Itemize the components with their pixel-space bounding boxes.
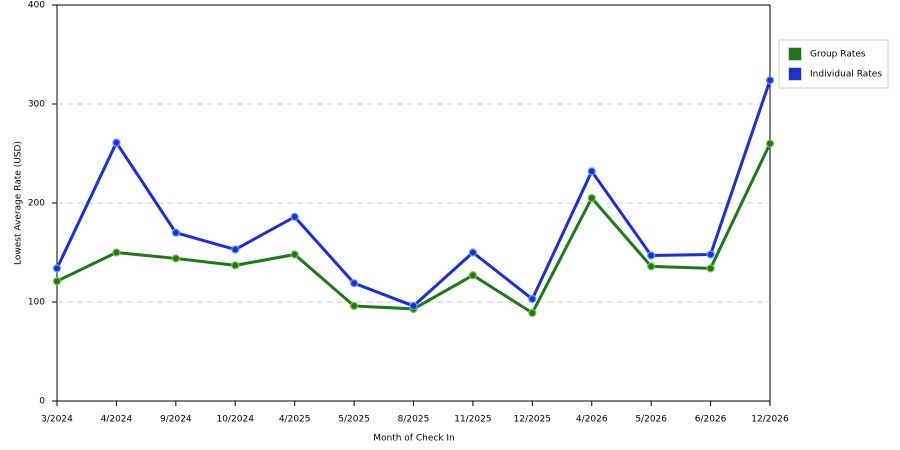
point bbox=[52, 264, 62, 273]
point bbox=[171, 254, 180, 263]
point bbox=[647, 262, 656, 271]
legend-swatch bbox=[788, 47, 802, 61]
point bbox=[706, 264, 715, 273]
y-tick-label: 400 bbox=[28, 1, 45, 11]
y-tick-label: 0 bbox=[39, 397, 45, 407]
y-axis-label: Lowest Average Rate (USD) bbox=[14, 141, 24, 265]
point bbox=[290, 212, 299, 221]
x-tick-label: 3/2024 bbox=[41, 415, 73, 425]
x-tick-label: 6/2026 bbox=[695, 415, 727, 425]
point bbox=[706, 250, 715, 259]
point bbox=[231, 261, 240, 270]
point bbox=[587, 193, 596, 203]
point bbox=[349, 301, 359, 311]
x-tick-label: 12/2025 bbox=[514, 415, 551, 425]
x-tick-label: 4/2024 bbox=[101, 415, 133, 425]
point bbox=[765, 139, 775, 148]
point bbox=[349, 279, 359, 288]
point bbox=[231, 245, 240, 254]
legend-swatch bbox=[788, 67, 802, 81]
point bbox=[52, 277, 62, 286]
x-tick-label: 9/2024 bbox=[160, 415, 192, 425]
legend-label: Individual Rates bbox=[810, 70, 882, 80]
y-tick-label: 100 bbox=[28, 298, 45, 308]
x-tick-label: 5/2025 bbox=[338, 415, 370, 425]
point bbox=[765, 76, 775, 85]
point bbox=[112, 248, 121, 257]
point bbox=[290, 250, 299, 259]
point bbox=[468, 248, 478, 257]
x-tick-label: 8/2025 bbox=[398, 415, 430, 425]
point bbox=[171, 228, 180, 237]
x-tick-label: 4/2025 bbox=[279, 415, 311, 425]
point bbox=[587, 167, 596, 176]
point bbox=[647, 251, 656, 260]
x-tick-label: 10/2024 bbox=[217, 415, 255, 425]
point bbox=[528, 308, 537, 317]
y-tick-label: 300 bbox=[28, 100, 45, 110]
x-tick-label: 5/2026 bbox=[635, 415, 667, 425]
x-axis-label: Month of Check In bbox=[373, 434, 455, 444]
legend-label: Group Rates bbox=[810, 50, 866, 60]
point bbox=[528, 294, 537, 304]
legend bbox=[778, 39, 889, 89]
x-tick-label: 4/2026 bbox=[576, 415, 608, 425]
plot-area bbox=[56, 4, 771, 402]
y-tick-label: 200 bbox=[28, 199, 45, 209]
point bbox=[112, 138, 121, 147]
point bbox=[468, 271, 478, 280]
x-tick-label: 12/2026 bbox=[751, 415, 789, 425]
x-tick-label: 11/2025 bbox=[454, 415, 491, 425]
point bbox=[409, 301, 418, 311]
